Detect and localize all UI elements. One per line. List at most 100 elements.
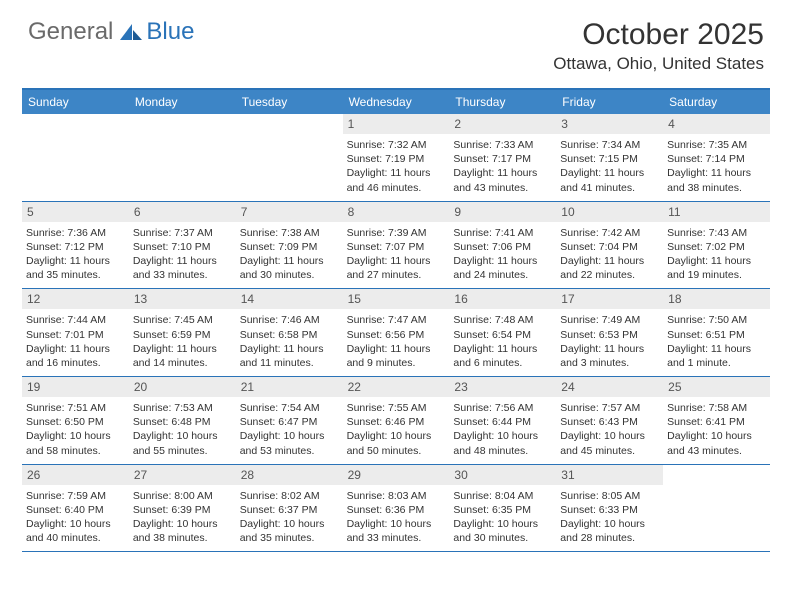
- sunrise-line: Sunrise: 7:47 AM: [347, 313, 446, 327]
- sunset-line: Sunset: 6:50 PM: [26, 415, 125, 429]
- day-cell: 2Sunrise: 7:33 AMSunset: 7:17 PMDaylight…: [449, 114, 556, 201]
- day-cell: [129, 114, 236, 201]
- location: Ottawa, Ohio, United States: [553, 54, 764, 74]
- day-number: 19: [22, 377, 129, 397]
- daylight-line: Daylight: 10 hours and 48 minutes.: [453, 429, 552, 457]
- day-cell: 31Sunrise: 8:05 AMSunset: 6:33 PMDayligh…: [556, 465, 663, 552]
- logo-text-blue: Blue: [146, 18, 194, 46]
- sunset-line: Sunset: 6:39 PM: [133, 503, 232, 517]
- day-cell: 14Sunrise: 7:46 AMSunset: 6:58 PMDayligh…: [236, 289, 343, 376]
- daylight-line: Daylight: 11 hours and 14 minutes.: [133, 342, 232, 370]
- day-number: 31: [556, 465, 663, 485]
- sunset-line: Sunset: 6:33 PM: [560, 503, 659, 517]
- sunrise-line: Sunrise: 7:37 AM: [133, 226, 232, 240]
- sunrise-line: Sunrise: 7:42 AM: [560, 226, 659, 240]
- day-cell: [22, 114, 129, 201]
- weekday-header: Saturday: [663, 90, 770, 114]
- sunrise-line: Sunrise: 7:44 AM: [26, 313, 125, 327]
- header: General Blue October 2025 Ottawa, Ohio, …: [0, 0, 792, 80]
- month-title: October 2025: [553, 18, 764, 52]
- day-number: 26: [22, 465, 129, 485]
- sunrise-line: Sunrise: 7:38 AM: [240, 226, 339, 240]
- daylight-line: Daylight: 10 hours and 38 minutes.: [133, 517, 232, 545]
- daylight-line: Daylight: 11 hours and 6 minutes.: [453, 342, 552, 370]
- daylight-line: Daylight: 10 hours and 45 minutes.: [560, 429, 659, 457]
- daylight-line: Daylight: 11 hours and 1 minute.: [667, 342, 766, 370]
- day-number: 5: [22, 202, 129, 222]
- day-number: [236, 114, 343, 134]
- sunset-line: Sunset: 7:09 PM: [240, 240, 339, 254]
- day-number: 8: [343, 202, 450, 222]
- sunset-line: Sunset: 6:58 PM: [240, 328, 339, 342]
- sunset-line: Sunset: 7:02 PM: [667, 240, 766, 254]
- daylight-line: Daylight: 10 hours and 28 minutes.: [560, 517, 659, 545]
- day-cell: 26Sunrise: 7:59 AMSunset: 6:40 PMDayligh…: [22, 465, 129, 552]
- daylight-line: Daylight: 11 hours and 27 minutes.: [347, 254, 446, 282]
- day-cell: 28Sunrise: 8:02 AMSunset: 6:37 PMDayligh…: [236, 465, 343, 552]
- daylight-line: Daylight: 11 hours and 9 minutes.: [347, 342, 446, 370]
- daylight-line: Daylight: 11 hours and 11 minutes.: [240, 342, 339, 370]
- day-number: 12: [22, 289, 129, 309]
- day-number: 25: [663, 377, 770, 397]
- day-number: 1: [343, 114, 450, 134]
- sunrise-line: Sunrise: 8:02 AM: [240, 489, 339, 503]
- sunrise-line: Sunrise: 7:48 AM: [453, 313, 552, 327]
- day-number: 30: [449, 465, 556, 485]
- weekday-header: Thursday: [449, 90, 556, 114]
- sunrise-line: Sunrise: 7:33 AM: [453, 138, 552, 152]
- daylight-line: Daylight: 11 hours and 46 minutes.: [347, 166, 446, 194]
- day-number: 22: [343, 377, 450, 397]
- day-cell: 29Sunrise: 8:03 AMSunset: 6:36 PMDayligh…: [343, 465, 450, 552]
- daylight-line: Daylight: 11 hours and 38 minutes.: [667, 166, 766, 194]
- weekday-header: Monday: [129, 90, 236, 114]
- sunset-line: Sunset: 7:01 PM: [26, 328, 125, 342]
- sunset-line: Sunset: 6:48 PM: [133, 415, 232, 429]
- sunrise-line: Sunrise: 7:59 AM: [26, 489, 125, 503]
- weekday-header: Sunday: [22, 90, 129, 114]
- day-cell: 6Sunrise: 7:37 AMSunset: 7:10 PMDaylight…: [129, 202, 236, 289]
- day-cell: 16Sunrise: 7:48 AMSunset: 6:54 PMDayligh…: [449, 289, 556, 376]
- daylight-line: Daylight: 10 hours and 35 minutes.: [240, 517, 339, 545]
- day-cell: 10 Sunrise: 7:42 AMSunset: 7:04 PMDayligh…: [556, 202, 663, 289]
- sunset-line: Sunset: 7:07 PM: [347, 240, 446, 254]
- daylight-line: Daylight: 11 hours and 43 minutes.: [453, 166, 552, 194]
- title-block: October 2025 Ottawa, Ohio, United States: [553, 18, 764, 74]
- day-number: 27: [129, 465, 236, 485]
- sunrise-line: Sunrise: 7:53 AM: [133, 401, 232, 415]
- day-cell: 8Sunrise: 7:39 AMSunset: 7:07 PMDaylight…: [343, 202, 450, 289]
- sunrise-line: Sunrise: 8:04 AM: [453, 489, 552, 503]
- day-cell: 18Sunrise: 7:50 AMSunset: 6:51 PMDayligh…: [663, 289, 770, 376]
- week-row: 19 Sunrise: 7:51 AMSunset: 6:50 PM Dayligh…: [22, 377, 770, 465]
- daylight-line: Daylight: 11 hours and 24 minutes.: [453, 254, 552, 282]
- day-number: 28: [236, 465, 343, 485]
- sunrise-line: Sunrise: 7:51 AM: [26, 401, 125, 415]
- sunset-line: Sunset: 6:46 PM: [347, 415, 446, 429]
- day-cell: 7Sunrise: 7:38 AMSunset: 7:09 PMDaylight…: [236, 202, 343, 289]
- day-number: 11: [663, 202, 770, 222]
- sunrise-line: Sunrise: 7:32 AM: [347, 138, 446, 152]
- daylight-line: Daylight: 11 hours and 22 minutes.: [560, 254, 659, 282]
- sunset-line: Sunset: 6:54 PM: [453, 328, 552, 342]
- day-cell: 11Sunrise: 7:43 AMSunset: 7:02 PMDayligh…: [663, 202, 770, 289]
- sunrise-line: Sunrise: 7:54 AM: [240, 401, 339, 415]
- day-number: [129, 114, 236, 134]
- daylight-line: Daylight: 10 hours and 40 minutes.: [26, 517, 125, 545]
- sunrise-line: Sunrise: 7:41 AM: [453, 226, 552, 240]
- day-cell: 20Sunrise: 7:53 AMSunset: 6:48 PMDayligh…: [129, 377, 236, 464]
- sunrise-line: Sunrise: 7:50 AM: [667, 313, 766, 327]
- day-cell: 9Sunrise: 7:41 AMSunset: 7:06 PMDaylight…: [449, 202, 556, 289]
- sunrise-line: Sunrise: 7:57 AM: [560, 401, 659, 415]
- daylight-line: Daylight: 11 hours and 41 minutes.: [560, 166, 659, 194]
- day-number: 7: [236, 202, 343, 222]
- sunset-line: Sunset: 6:56 PM: [347, 328, 446, 342]
- day-number: [22, 114, 129, 134]
- sunset-line: Sunset: 7:04 PM: [560, 240, 659, 254]
- logo: General Blue: [28, 18, 194, 46]
- day-number: 10: [556, 202, 663, 222]
- day-number: 13: [129, 289, 236, 309]
- day-number: 20: [129, 377, 236, 397]
- day-number: 6: [129, 202, 236, 222]
- sunset-line: Sunset: 7:19 PM: [347, 152, 446, 166]
- day-cell: 13Sunrise: 7:45 AMSunset: 6:59 PMDayligh…: [129, 289, 236, 376]
- daylight-line: Daylight: 10 hours and 33 minutes.: [347, 517, 446, 545]
